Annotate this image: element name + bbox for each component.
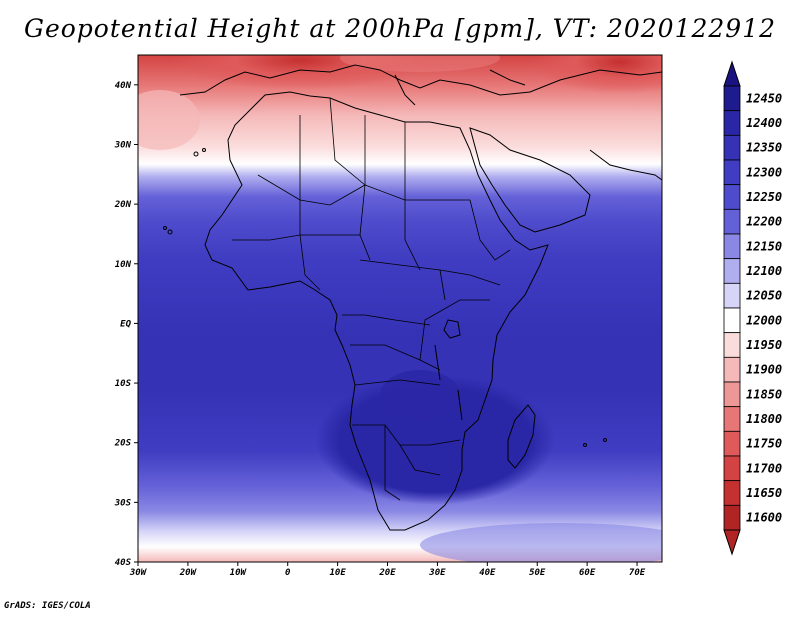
colorbar-label: 11700 [746,461,782,475]
lat-tick-label: EQ [120,319,131,329]
coastlines [163,64,662,531]
colorbar-swatch [723,307,741,334]
lon-tick-label: 20E [378,568,396,578]
colorbar-swatch [723,356,741,383]
lat-tick-label: 40N [115,81,132,91]
colorbar-bottom-extension [723,529,741,556]
colorbar-top-extension [723,60,741,87]
colorbar-label: 12450 [746,91,782,105]
lat-tick-label: 40S [115,558,132,568]
lon-tick-label: 10E [329,568,346,578]
colorbar-label: 11600 [746,511,782,525]
colorbar-label: 11950 [746,338,782,352]
colorbar-label: 11650 [746,486,782,500]
colorbar-label: 12200 [746,215,782,229]
colorbar-swatch [723,381,741,408]
colorbar-swatch [723,184,741,210]
colorbar-label: 11900 [746,363,782,377]
colorbar-label: 12400 [746,116,782,130]
colorbar-swatch [723,208,741,235]
lon-tick-label: 50E [529,568,546,578]
colorbar-swatch [723,110,741,136]
map-title: Geopotential Height at 200hPa [gpm], VT:… [23,14,777,43]
colorbar-label: 11850 [746,387,782,401]
colorbar-swatch [723,504,741,531]
colorbar-swatch [723,258,741,284]
lon-tick-label: 40E [479,568,496,578]
country-borders [232,97,511,501]
colorbar-label: 12300 [746,165,782,179]
colorbar-swatch [723,406,741,432]
lat-tick-label: 20N [114,200,132,210]
lat-tick-label: 30S [114,498,132,508]
colorbar-label: 11750 [746,437,782,451]
colorbar-swatch [723,332,741,358]
colorbar-swatch [723,430,741,457]
map-field [138,55,662,562]
colorbar-swatch [723,85,741,112]
colorbar-swatch [723,282,741,309]
colorbar-swatch [723,159,741,186]
colorbar-swatch [723,480,741,506]
lat-tick-label: 10N [115,260,132,270]
lon-tick-label: 0 [285,568,291,578]
lat-tick-label: 20S [114,439,132,449]
lat-tick-label: 30N [114,140,132,150]
colorbar-swatch [723,233,741,260]
colorbar-label: 12050 [746,289,782,303]
map-frame [137,54,663,563]
colorbar-label: 12350 [746,141,782,155]
colorbar-swatch [723,134,741,161]
lon-tick-label: 30E [428,568,446,578]
lon-tick-label: 10W [230,568,248,578]
colorbar-swatch [723,455,741,482]
lon-tick-label: 20W [179,568,198,578]
colorbar-label: 11800 [746,412,782,426]
lon-tick-label: 70E [629,568,646,578]
lon-tick-label: 30W [129,568,148,578]
colorbar-label: 12100 [746,264,782,278]
latitude-axis: 40N 30N 20N 10N EQ 10S 20S 30S 40S [114,81,138,568]
colorbar-label: 12000 [746,313,782,327]
colorbar: 12450 12400 12350 12300 12250 12200 12150 12100… [723,60,782,556]
colorbar-label: 12150 [746,239,782,253]
colorbar-label: 12250 [746,190,782,204]
grads-credit: GrADS: IGES/COLA [4,601,91,611]
lat-tick-label: 10S [115,379,132,389]
longitude-axis: 30W 20W 10W 0 10E 20E 30E 40E 50E 60E 70E [129,562,646,578]
lon-tick-label: 60E [579,568,596,578]
